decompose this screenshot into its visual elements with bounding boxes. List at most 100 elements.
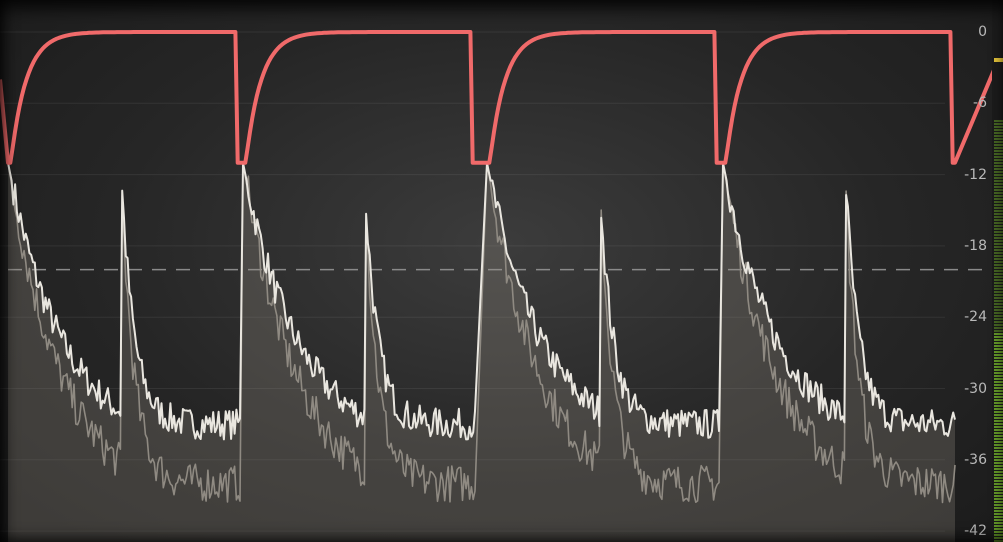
meter-segment — [994, 141, 1003, 143]
meter-segment — [994, 243, 1003, 245]
meter-segment — [994, 210, 1003, 212]
meter-segment — [994, 477, 1003, 479]
meter-segment — [994, 318, 1003, 320]
meter-segment — [994, 432, 1003, 434]
meter-segment — [994, 354, 1003, 356]
meter-segment — [994, 153, 1003, 155]
meter-segment — [994, 174, 1003, 176]
meter-segment — [994, 342, 1003, 344]
meter-segment — [994, 438, 1003, 440]
meter-segment — [994, 465, 1003, 467]
meter-segment — [994, 480, 1003, 482]
meter-segment — [994, 291, 1003, 293]
meter-segment — [994, 204, 1003, 206]
meter-segment — [994, 348, 1003, 350]
meter-segment — [994, 261, 1003, 263]
meter-segment — [994, 192, 1003, 194]
meter-segment — [994, 162, 1003, 164]
meter-segment — [994, 339, 1003, 341]
gain-reduction-curve — [0, 30, 997, 165]
meter-segment — [994, 411, 1003, 413]
meter-segment — [994, 252, 1003, 254]
meter-segment — [994, 504, 1003, 506]
meter-segment — [994, 189, 1003, 191]
meter-segment — [994, 519, 1003, 521]
meter-segment — [994, 330, 1003, 332]
meter-segment — [994, 123, 1003, 125]
meter-segment — [994, 195, 1003, 197]
scale-label-0: 0 — [978, 24, 987, 40]
meter-segment — [994, 531, 1003, 533]
meter-segment — [994, 222, 1003, 224]
meter-segment — [994, 435, 1003, 437]
meter-segment — [994, 453, 1003, 455]
meter-segment — [994, 231, 1003, 233]
meter-segment — [994, 462, 1003, 464]
meter-segment — [994, 414, 1003, 416]
meter-segment — [994, 498, 1003, 500]
meter-segment — [994, 345, 1003, 347]
meter-segment — [994, 225, 1003, 227]
meter-segment — [994, 444, 1003, 446]
meter-segment — [994, 522, 1003, 524]
output-level-meter — [992, 0, 1003, 542]
meter-segment — [994, 303, 1003, 305]
meter-segment — [994, 474, 1003, 476]
meter-segment — [994, 384, 1003, 386]
meter-segment — [994, 309, 1003, 311]
meter-segment — [994, 267, 1003, 269]
meter-segment — [994, 135, 1003, 137]
meter-segment — [994, 459, 1003, 461]
meter-segment — [994, 255, 1003, 257]
meter-segment — [994, 528, 1003, 530]
meter-segment — [994, 420, 1003, 422]
meter-segment — [994, 489, 1003, 491]
meter-segment — [994, 321, 1003, 323]
meter-segment — [994, 327, 1003, 329]
meter-segment — [994, 387, 1003, 389]
meter-segment — [994, 228, 1003, 230]
meter-segment — [994, 132, 1003, 134]
meter-segment — [994, 249, 1003, 251]
meter-segment — [994, 237, 1003, 239]
meter-segment — [994, 216, 1003, 218]
scale-label-18: -18 — [964, 237, 987, 254]
scale-label-36: -36 — [964, 451, 987, 468]
meter-segment — [994, 381, 1003, 383]
meter-segment — [994, 168, 1003, 170]
meter-segment — [994, 372, 1003, 374]
meter-segment — [994, 369, 1003, 371]
meter-segment — [994, 501, 1003, 503]
meter-segment — [994, 390, 1003, 392]
meter-segment — [994, 423, 1003, 425]
meter-segment — [994, 378, 1003, 380]
meter-segment — [994, 417, 1003, 419]
meter-segment — [994, 534, 1003, 536]
meter-segment — [994, 138, 1003, 140]
meter-segment — [994, 150, 1003, 152]
meter-segment — [994, 258, 1003, 260]
meter-segment — [994, 264, 1003, 266]
meter-segment — [994, 177, 1003, 179]
meter-segment — [994, 147, 1003, 149]
meter-segment — [994, 375, 1003, 377]
scale-label-42: -42 — [964, 523, 987, 540]
meter-segment — [994, 333, 1003, 335]
meter-segment — [994, 537, 1003, 539]
meter-segment — [994, 183, 1003, 185]
meter-segment — [994, 399, 1003, 401]
meter-segment — [994, 300, 1003, 302]
output-level-trace — [7, 161, 956, 441]
grid — [0, 31, 945, 532]
meter-segment — [994, 468, 1003, 470]
meter-segment — [994, 483, 1003, 485]
scale-label-24: -24 — [964, 309, 987, 326]
meter-segment — [994, 306, 1003, 308]
scale-label-30: -30 — [964, 380, 987, 397]
meter-segment — [994, 180, 1003, 182]
meter-segment — [994, 279, 1003, 281]
meter-segment — [994, 396, 1003, 398]
meter-segment — [994, 294, 1003, 296]
